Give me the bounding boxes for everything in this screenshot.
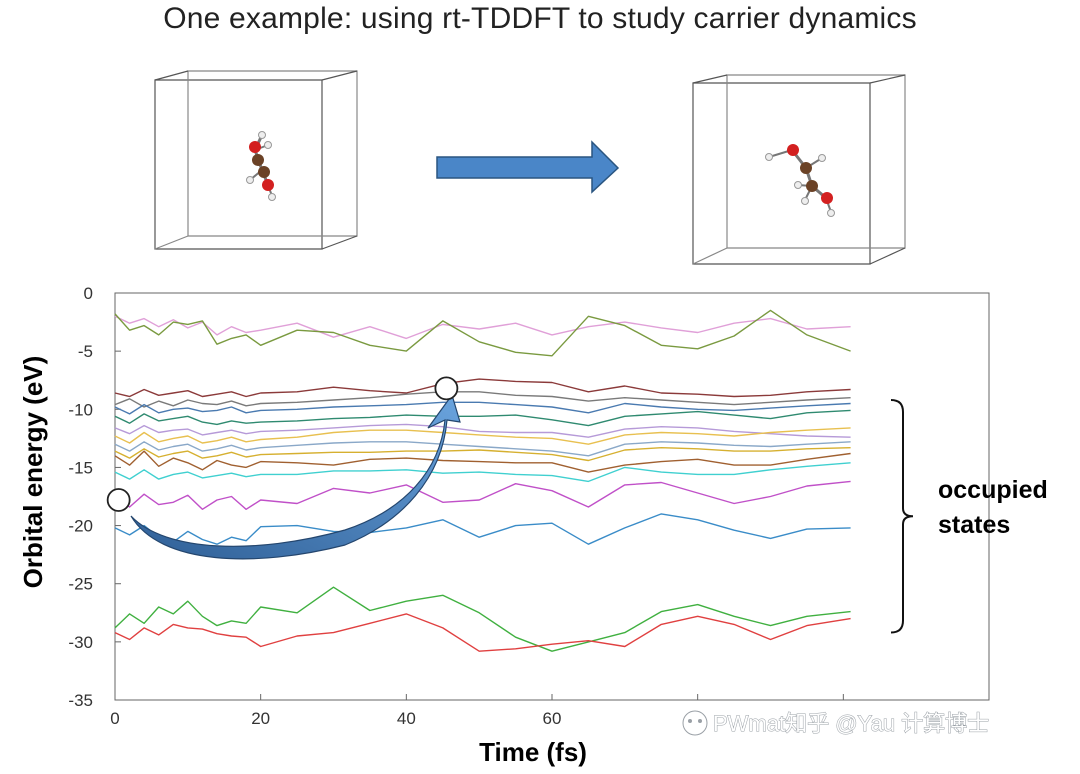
axis-ticks: 0 20 40 60 0 -5 -10 -15 -20 -25 -30 -35 <box>68 284 990 728</box>
oxygen-atom <box>249 141 261 153</box>
transition-arrow <box>436 140 620 194</box>
cube-edge <box>692 74 728 84</box>
orbital-line-12 <box>114 462 851 483</box>
initial-structure-panel <box>154 70 358 250</box>
initial-molecule <box>246 131 276 201</box>
y-tick-label: -10 <box>68 400 93 419</box>
wechat-icon-dot <box>688 719 692 723</box>
excitation-arrow <box>130 393 461 560</box>
orbital-line-4 <box>114 391 851 408</box>
cube-edge <box>154 70 189 81</box>
y-tick-label: -30 <box>68 633 93 652</box>
final-molecule <box>765 144 835 217</box>
watermark-text: PWmat知乎 @Yau 计算博士 <box>713 711 989 736</box>
orbital-line-10 <box>114 447 851 462</box>
oxygen-atom <box>821 192 833 204</box>
cube-edge <box>869 74 906 84</box>
x-tick-label: 60 <box>543 709 562 728</box>
orbital-line-7 <box>114 423 851 438</box>
orbital-line-11 <box>114 450 851 473</box>
cube-edge <box>692 247 728 265</box>
cube-edge <box>869 247 906 265</box>
orbital-line-6 <box>114 409 851 427</box>
hydrogen-atom <box>258 131 266 139</box>
x-tick-label: 20 <box>251 709 270 728</box>
orbital-line-13 <box>114 480 851 510</box>
orbital-line-8 <box>114 427 851 445</box>
y-axis-title: Orbital energy (eV) <box>18 356 48 589</box>
hydrogen-atom <box>264 141 272 149</box>
y-tick-label: -15 <box>68 458 93 477</box>
plot-frame <box>114 292 990 701</box>
watermark: PWmat知乎 @Yau 计算博士 <box>682 710 990 737</box>
oxygen-atom <box>262 179 274 191</box>
cube-edge <box>154 235 189 250</box>
hole-marker <box>106 488 131 512</box>
orbital-line-9 <box>114 441 851 457</box>
transition-arrow-shape <box>436 140 620 194</box>
slide-title: One example: using rt-TDDFT to study car… <box>163 2 917 35</box>
orbital-line-5 <box>114 401 851 415</box>
orbital-line-3 <box>114 378 851 398</box>
y-tick-label: -20 <box>68 517 93 536</box>
hydrogen-atom <box>765 153 773 161</box>
oxygen-atom <box>787 144 799 156</box>
bracket-label-line1: occupied <box>938 476 1048 504</box>
wechat-icon-dot <box>698 719 702 723</box>
x-axis-title: Time (fs) <box>479 737 587 767</box>
x-tick-label: 40 <box>397 709 416 728</box>
wechat-icon <box>682 710 708 736</box>
hydrogen-atom <box>794 181 802 189</box>
cube-edge <box>321 70 358 81</box>
orbital-line-16 <box>114 613 851 652</box>
cube-edge <box>321 235 358 250</box>
carbon-atom <box>252 154 264 166</box>
series-lines <box>114 309 851 652</box>
occupied-states-bracket <box>890 398 914 634</box>
carbon-atom <box>800 162 812 174</box>
y-tick-label: -25 <box>68 575 93 594</box>
hydrogen-atom <box>818 154 826 162</box>
orbital-line-14 <box>114 513 851 545</box>
orbital-line-2 <box>114 309 851 357</box>
bracket-label-line2: states <box>938 511 1010 539</box>
hydrogen-atom <box>268 193 276 201</box>
carbon-atom <box>806 180 818 192</box>
y-tick-label: -5 <box>78 342 93 361</box>
orbital-line-15 <box>114 586 851 652</box>
hydrogen-atom <box>827 209 835 217</box>
final-structure-panel <box>692 74 906 265</box>
y-tick-label: 0 <box>84 284 93 303</box>
hydrogen-atom <box>801 197 809 205</box>
orbital-line-1 <box>114 315 851 340</box>
y-tick-label: -35 <box>68 691 93 710</box>
x-tick-label: 0 <box>110 709 119 728</box>
hydrogen-atom <box>246 176 254 184</box>
carbon-atom <box>258 166 270 178</box>
electron-marker <box>434 376 459 401</box>
